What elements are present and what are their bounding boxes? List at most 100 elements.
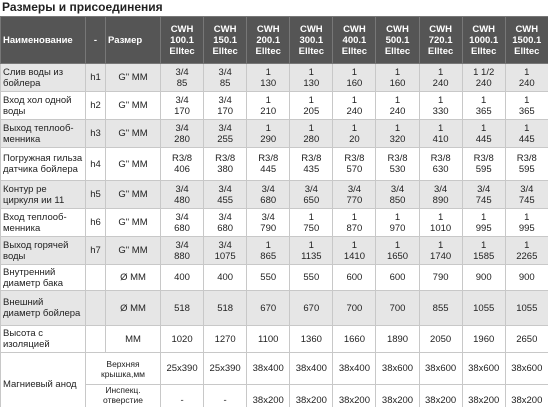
value-cell: 3/4 85 (159, 63, 205, 92)
row-size: Ø ММ (105, 264, 161, 291)
value-cell: 1 1010 (418, 208, 463, 237)
value-cell: 1100 (246, 325, 291, 353)
row-size: G" ММ (105, 180, 161, 209)
value-cell: 550 (289, 264, 334, 291)
value-cell: 600 (375, 264, 420, 291)
header-cell: CWH 100.1 Elltec (159, 16, 205, 64)
table-row: Выход теплооб-менника h3 G" ММ 3/4 280 3/4 2… (0, 119, 548, 148)
row-name: Вход хол одной воды (0, 91, 86, 120)
value-cell: 3/4 455 (203, 180, 248, 209)
value-cell: 1 290 (246, 119, 291, 148)
value-cell: 3/4 745 (504, 180, 548, 209)
value-cell: 38x200 (461, 384, 506, 407)
value-cell: 3/4 770 (332, 180, 377, 209)
value-cell: 1 365 (504, 91, 548, 120)
value-cell: 3/4 170 (203, 91, 248, 120)
value-cell: 600 (332, 264, 377, 291)
value-cell: 855 (418, 290, 463, 326)
header-cell: CWH 300.1 Elltec (289, 16, 334, 64)
dimensions-table: Наименование - Размер CWH 100.1 Elltec CWH 1… (0, 16, 548, 407)
value-cell: 1020 (159, 325, 205, 353)
value-cell: 3/4 680 (203, 208, 248, 237)
header-row: Наименование - Размер CWH 100.1 Elltec CWH 1… (0, 16, 548, 64)
value-cell: 1055 (504, 290, 548, 326)
value-cell: 1055 (461, 290, 506, 326)
value-cell: 1 160 (332, 63, 377, 92)
value-cell: 3/4 850 (375, 180, 420, 209)
row-size: G" ММ (105, 63, 161, 92)
value-cell: 1890 (375, 325, 420, 353)
row-name: Контур ре циркуля ии 11 (0, 180, 86, 209)
value-cell: 1 240 (375, 91, 420, 120)
value-cell: 3/4 85 (203, 63, 248, 92)
value-cell: 1 130 (289, 63, 334, 92)
value-cell: 518 (159, 290, 205, 326)
anode-size: Верхняя крышка,мм (85, 352, 161, 385)
header-cell: CWH 400.1 Elltec (332, 16, 377, 64)
value-cell: 1 445 (504, 119, 548, 148)
value-cell: 790 (418, 264, 463, 291)
row-size: G" ММ (105, 236, 161, 265)
value-cell: 38x200 (418, 384, 463, 407)
anode-row: Магниевый анод Верхняя крышка,мм 25x390 25x… (0, 352, 548, 407)
value-cell: 1 750 (289, 208, 334, 237)
value-cell: 3/4 650 (289, 180, 334, 209)
row-code (85, 264, 106, 291)
value-cell: 900 (504, 264, 548, 291)
value-cell: 1 130 (246, 63, 291, 92)
table-row: Слив воды из бойлера h1 G" ММ 3/4 85 3/4 85 1… (0, 63, 548, 92)
value-cell: 3/4 880 (159, 236, 205, 265)
value-cell: 38x400 (332, 352, 377, 385)
header-cell: - (85, 16, 106, 64)
value-cell: 1 1650 (375, 236, 420, 265)
row-name: Погружная гильза датчика бойлера (0, 147, 86, 181)
row-code (85, 325, 106, 353)
row-code: h2 (85, 91, 106, 120)
value-cell: 700 (375, 290, 420, 326)
value-cell: 1 240 (418, 63, 463, 92)
value-cell: 3/4 680 (246, 180, 291, 209)
value-cell: 1 445 (461, 119, 506, 148)
row-name: Высота с изоляцией (0, 325, 86, 353)
row-name: Внутренний диаметр бака (0, 264, 86, 291)
header-cell: CWH 150.1 Elltec (203, 16, 248, 64)
row-code: h6 (85, 208, 106, 237)
value-cell: 38x600 (418, 352, 463, 385)
table-row: Контур ре циркуля ии 11 h5 G" ММ 3/4 480 3/4… (0, 180, 548, 209)
value-cell: 3/4 170 (159, 91, 205, 120)
value-cell: 1 205 (289, 91, 334, 120)
value-cell: 1 1585 (461, 236, 506, 265)
anode-name: Магниевый анод (0, 352, 86, 407)
value-cell: 3/4 890 (418, 180, 463, 209)
value-cell: 1 410 (418, 119, 463, 148)
value-cell: 1 865 (246, 236, 291, 265)
value-cell: R3/8 630 (418, 147, 463, 181)
value-cell: 1360 (289, 325, 334, 353)
header-cell: Наименование (0, 16, 86, 64)
anode-size: Инспекц. отверстие крышка,мм (85, 384, 161, 407)
value-cell: 3/4 480 (159, 180, 205, 209)
value-cell: 518 (203, 290, 248, 326)
value-cell: 38x600 (375, 352, 420, 385)
table-row: Высота с изоляцией ММ 1020 1270 1100 1360 1660… (0, 325, 548, 353)
value-cell: 38x600 (504, 352, 548, 385)
value-cell: 900 (461, 264, 506, 291)
value-cell: R3/8 595 (504, 147, 548, 181)
value-cell: - (203, 384, 248, 407)
value-cell: R3/8 530 (375, 147, 420, 181)
value-cell: 700 (332, 290, 377, 326)
value-cell: 1 995 (504, 208, 548, 237)
row-name: Слив воды из бойлера (0, 63, 86, 92)
value-cell: R3/8 570 (332, 147, 377, 181)
value-cell: 1 160 (375, 63, 420, 92)
value-cell: 1 1135 (289, 236, 334, 265)
value-cell: 38x200 (375, 384, 420, 407)
value-cell: 1 20 (332, 119, 377, 148)
value-cell: 1270 (203, 325, 248, 353)
row-code (85, 290, 106, 326)
row-code: h5 (85, 180, 106, 209)
value-cell: R3/8 435 (289, 147, 334, 181)
value-cell: 38x600 (461, 352, 506, 385)
value-cell: 3/4 255 (203, 119, 248, 148)
value-cell: 25x390 (203, 352, 248, 385)
